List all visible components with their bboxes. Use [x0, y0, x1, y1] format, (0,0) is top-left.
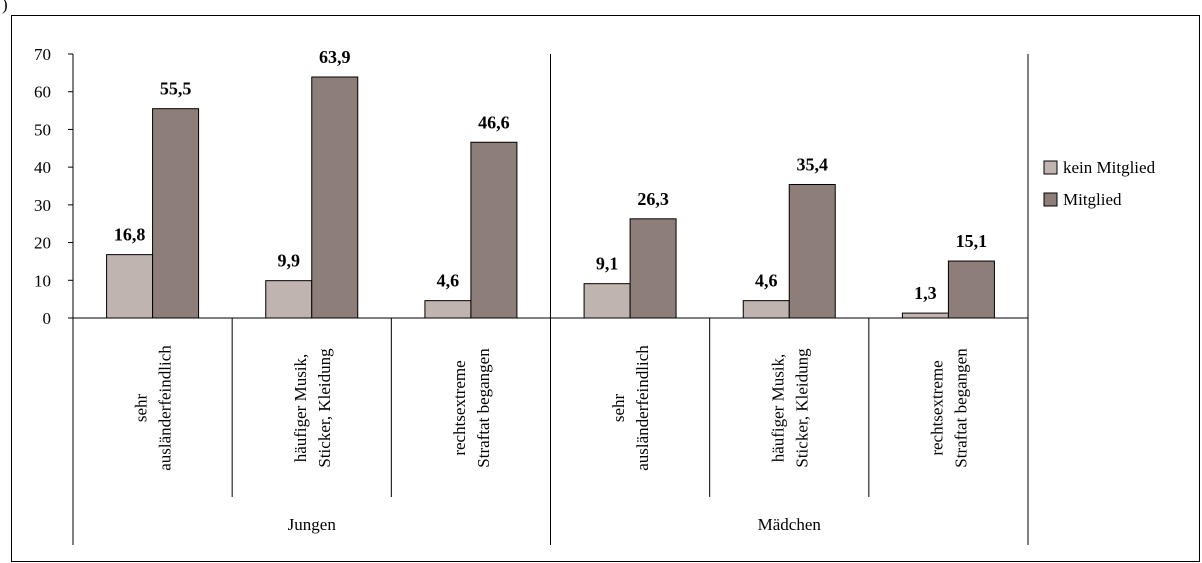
- category-label-line: sehr: [132, 394, 151, 423]
- corner-label: ): [2, 0, 8, 14]
- bar-kein-mitglied: [265, 280, 313, 319]
- category-label-line: Sticker, Kleidung: [792, 348, 811, 468]
- bar-kein-mitglied: [583, 283, 631, 319]
- y-tick-label: 70: [34, 45, 51, 64]
- bar-mitglied: [152, 108, 200, 319]
- category-label: sehr ausländerfeindlich: [609, 345, 652, 471]
- y-tick-label: 60: [34, 83, 51, 102]
- data-label: 15,1: [956, 231, 988, 251]
- data-label: 26,3: [637, 189, 669, 209]
- data-label: 4,6: [755, 271, 778, 291]
- data-label: 9,9: [278, 251, 301, 271]
- category-label-line: sehr: [609, 394, 628, 423]
- y-tick-label: 40: [34, 158, 51, 177]
- legend: kein Mitglied Mitglied: [1043, 158, 1156, 209]
- category-label: sehr ausländerfeindlich: [132, 345, 175, 471]
- legend-swatch: [1043, 192, 1058, 207]
- bar-kein-mitglied: [424, 300, 472, 319]
- bar-mitglied: [311, 76, 359, 319]
- y-tick-label: 50: [34, 120, 51, 139]
- category-label: häufiger Musik, Sticker, Kleidung: [291, 348, 334, 468]
- group-label: Mädchen: [758, 515, 822, 534]
- y-tick-label: 10: [34, 271, 51, 290]
- bar-mitglied: [470, 141, 518, 319]
- category-label: rechtsextreme Straftat begangen: [927, 348, 970, 468]
- data-label: 35,4: [797, 154, 829, 174]
- data-label: 4,6: [437, 271, 460, 291]
- bar-mitglied: [788, 183, 836, 319]
- bar-kein-mitglied: [742, 300, 790, 319]
- bar-mitglied: [947, 260, 995, 319]
- category-label-line: ausländerfeindlich: [633, 345, 652, 471]
- category-label: häufiger Musik, Sticker, Kleidung: [768, 348, 811, 468]
- data-label: 16,8: [114, 225, 146, 245]
- data-label: 63,9: [319, 47, 351, 67]
- bar-kein-mitglied: [106, 254, 154, 319]
- category-label-line: ausländerfeindlich: [156, 345, 175, 471]
- category-label-line: rechtsextreme: [450, 360, 469, 455]
- category-label-line: Straftat begangen: [474, 348, 493, 468]
- data-label: 46,6: [478, 112, 510, 132]
- y-tick-label: 0: [43, 309, 52, 328]
- chart-frame: [11, 15, 1200, 562]
- data-label: 55,5: [160, 79, 192, 99]
- legend-label: Mitglied: [1063, 190, 1122, 209]
- data-label: 1,3: [914, 283, 937, 303]
- category-label-line: Straftat begangen: [951, 348, 970, 468]
- y-tick-label: 20: [34, 234, 51, 253]
- category-label-line: häufiger Musik,: [291, 354, 310, 463]
- category-label-line: Sticker, Kleidung: [315, 348, 334, 468]
- bar-kein-mitglied: [901, 312, 949, 319]
- data-label: 9,1: [596, 254, 619, 274]
- category-label-line: häufiger Musik,: [768, 354, 787, 463]
- y-tick-label: 30: [34, 196, 51, 215]
- legend-swatch: [1043, 160, 1058, 175]
- legend-label: kein Mitglied: [1063, 158, 1156, 177]
- group-label: Jungen: [288, 515, 337, 534]
- category-label-line: rechtsextreme: [927, 360, 946, 455]
- category-label: rechtsextreme Straftat begangen: [450, 348, 493, 468]
- bar-mitglied: [629, 218, 677, 319]
